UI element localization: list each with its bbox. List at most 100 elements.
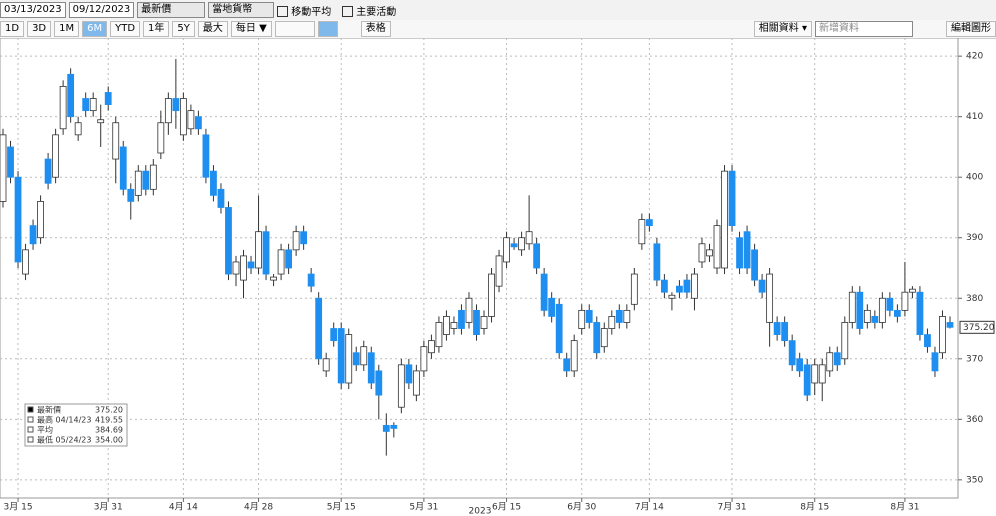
x-tick-label: 4月 28 (244, 502, 273, 513)
last-price-label: 375.20 (963, 323, 995, 333)
candle-body (14, 176, 22, 263)
range-button[interactable]: 1年 (143, 21, 170, 37)
candle-body (225, 207, 232, 275)
range-button[interactable]: 1M (54, 21, 80, 37)
x-tick-label: 8月 15 (800, 502, 829, 513)
y-tick-label: 420 (966, 52, 983, 62)
candle-body (901, 291, 909, 311)
candle-body (781, 322, 789, 342)
candle-body (104, 92, 112, 105)
range-button[interactable]: 3D (27, 21, 52, 37)
candle-body (337, 328, 345, 384)
candle-body (495, 255, 503, 287)
candle-body (698, 243, 706, 263)
candle-body (74, 122, 82, 136)
x-tick-label: 8月 31 (890, 502, 919, 513)
candle-body (435, 322, 443, 348)
toolbar: 03/13/2023 09/12/2023 最新價 當地貨幣 移動平均 主要活動 (0, 0, 996, 20)
candle-body (518, 237, 525, 251)
plot-frame (0, 38, 959, 499)
range-button[interactable]: 5Y (172, 21, 195, 37)
candle-body (788, 340, 796, 366)
range-button[interactable]: 6M (82, 21, 108, 37)
moving-average[interactable]: 移動平均 (277, 3, 331, 18)
candle-body (533, 243, 541, 269)
edit-button[interactable]: 編輯圖形 (946, 21, 996, 37)
candle-body (728, 170, 736, 227)
candle-body (119, 146, 127, 190)
x-tick-label: 3月 15 (4, 502, 33, 513)
candle-body (0, 134, 7, 202)
candle-body (217, 188, 225, 208)
candle-body (578, 309, 586, 329)
info-swatch (27, 416, 34, 423)
x-tick-label: 5月 31 (409, 502, 438, 513)
candle-body (706, 249, 713, 257)
candle-body (270, 276, 277, 281)
info-box-frame (24, 403, 128, 447)
add-data[interactable]: 新增資料 (815, 21, 913, 37)
candle-body (59, 86, 67, 130)
candle-body (676, 285, 683, 293)
candle-body (623, 309, 631, 323)
info-label: 最新價 (37, 405, 61, 415)
candle-body (570, 340, 578, 372)
start-date[interactable]: 03/13/2023 (0, 2, 66, 18)
end-date[interactable]: 09/12/2023 (68, 2, 135, 18)
last-price-tag (959, 320, 995, 334)
currency-select[interactable]: 當地貨幣 (208, 2, 275, 18)
field-select[interactable]: 最新價 (137, 2, 206, 18)
candle-body (563, 358, 571, 372)
table-button[interactable]: 表格 (360, 21, 391, 37)
y-tick-label: 360 (966, 415, 983, 425)
candle-body (375, 370, 383, 396)
candle-body (382, 424, 390, 432)
candle-body (856, 291, 864, 329)
candle-body (285, 249, 293, 269)
x-tick-label: 4月 14 (169, 502, 198, 513)
candle-body (743, 231, 751, 269)
candle-body (871, 316, 879, 323)
y-tick-label: 380 (966, 294, 983, 304)
candle-body (360, 346, 368, 366)
candle-body (593, 322, 601, 354)
range-button[interactable]: 最大 (197, 21, 228, 37)
blank-button[interactable] (317, 21, 338, 37)
candle-body (863, 309, 871, 323)
info-label: 最低 05/24/23 (37, 435, 91, 445)
candle-body (149, 164, 157, 190)
candle-body (939, 316, 946, 354)
candle-body (52, 134, 60, 178)
frequency-select[interactable]: 每日 ▼ (230, 21, 272, 37)
candle-body (473, 309, 480, 335)
moving-average-label: 移動平均 (291, 6, 332, 18)
related-button[interactable]: 相關資料 ▾ (753, 21, 812, 37)
candle-body (931, 352, 939, 372)
candle-body (826, 352, 834, 372)
info-value: 419.55 (95, 416, 123, 425)
candle-body (796, 358, 804, 372)
candle-body (307, 273, 315, 287)
range-button[interactable]: YTD (110, 21, 141, 37)
candle-body (555, 303, 563, 354)
chart: 2023 350 360 370 380 390 400 410 420 3月 15 3月 31 4… (0, 38, 995, 516)
candle-body (134, 170, 142, 196)
candle-body (878, 297, 886, 323)
candle-body (195, 116, 202, 130)
candle-body (112, 122, 120, 160)
x-tick-label: 7月 14 (635, 502, 664, 513)
candle-body (510, 243, 518, 248)
candle-body (262, 231, 270, 275)
key-events[interactable]: 主要活動 (342, 3, 396, 18)
candle-body (458, 309, 465, 329)
candle-body (758, 279, 766, 293)
blank-button[interactable] (274, 21, 315, 37)
candle-body (660, 279, 668, 293)
range-button[interactable]: 1D (0, 21, 25, 37)
candle-body (44, 158, 52, 184)
candle-body (82, 98, 90, 112)
candle-body (29, 225, 37, 245)
key-events-label: 主要活動 (356, 6, 397, 18)
candle-body (548, 297, 556, 317)
